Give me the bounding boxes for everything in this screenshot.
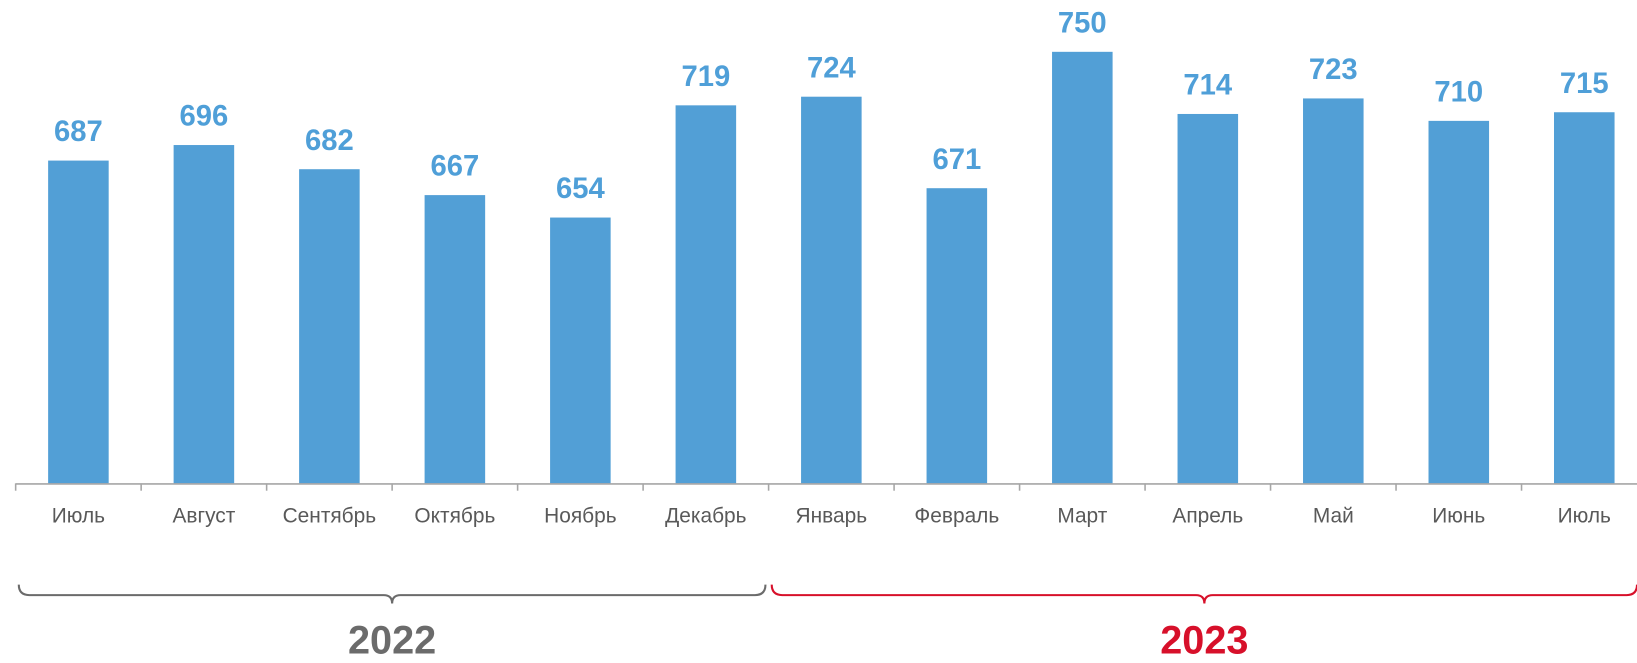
x-tick-label: Март	[1057, 504, 1107, 527]
bar	[801, 96, 862, 484]
x-tick-label: Январь	[796, 504, 868, 527]
x-tick-label: Февраль	[914, 504, 999, 527]
bar	[299, 169, 360, 484]
x-tick-label: Сентябрь	[283, 504, 377, 527]
bar	[424, 195, 486, 484]
bar	[1428, 120, 1490, 484]
value-label: 654	[556, 173, 606, 205]
value-label: 696	[180, 101, 229, 133]
x-tick-label: Июль	[52, 504, 105, 527]
value-label: 714	[1183, 70, 1233, 102]
period-label: 2023	[1160, 619, 1248, 663]
value-label: 723	[1309, 54, 1358, 86]
x-tick-label: Октябрь	[414, 504, 495, 527]
value-label: 724	[807, 52, 857, 84]
bar	[550, 217, 611, 484]
brace	[770, 584, 1637, 604]
x-tick-label: Ноябрь	[544, 504, 617, 527]
x-tick-label: Июль	[1558, 504, 1611, 527]
bar	[675, 105, 737, 484]
value-label: 687	[54, 116, 103, 148]
value-label: 671	[932, 144, 981, 176]
value-label: 667	[430, 151, 479, 183]
x-tick-label: Апрель	[1172, 504, 1243, 527]
bar	[1177, 113, 1239, 484]
period-label: 2022	[348, 619, 436, 663]
brace	[17, 584, 767, 604]
bar	[1052, 51, 1113, 484]
x-tick-label: Декабрь	[665, 504, 747, 527]
bar	[926, 188, 988, 484]
bar	[1554, 112, 1615, 484]
bar	[173, 145, 235, 484]
x-tick-label: Июнь	[1432, 504, 1485, 527]
bar	[48, 160, 109, 484]
x-tick-label: Август	[172, 504, 235, 527]
value-label: 715	[1560, 68, 1609, 100]
value-label: 710	[1434, 76, 1483, 108]
bar	[1303, 98, 1364, 484]
value-label: 719	[681, 61, 730, 93]
value-label: 750	[1058, 7, 1107, 39]
value-label: 682	[305, 125, 354, 157]
x-tick-label: Май	[1313, 504, 1354, 527]
